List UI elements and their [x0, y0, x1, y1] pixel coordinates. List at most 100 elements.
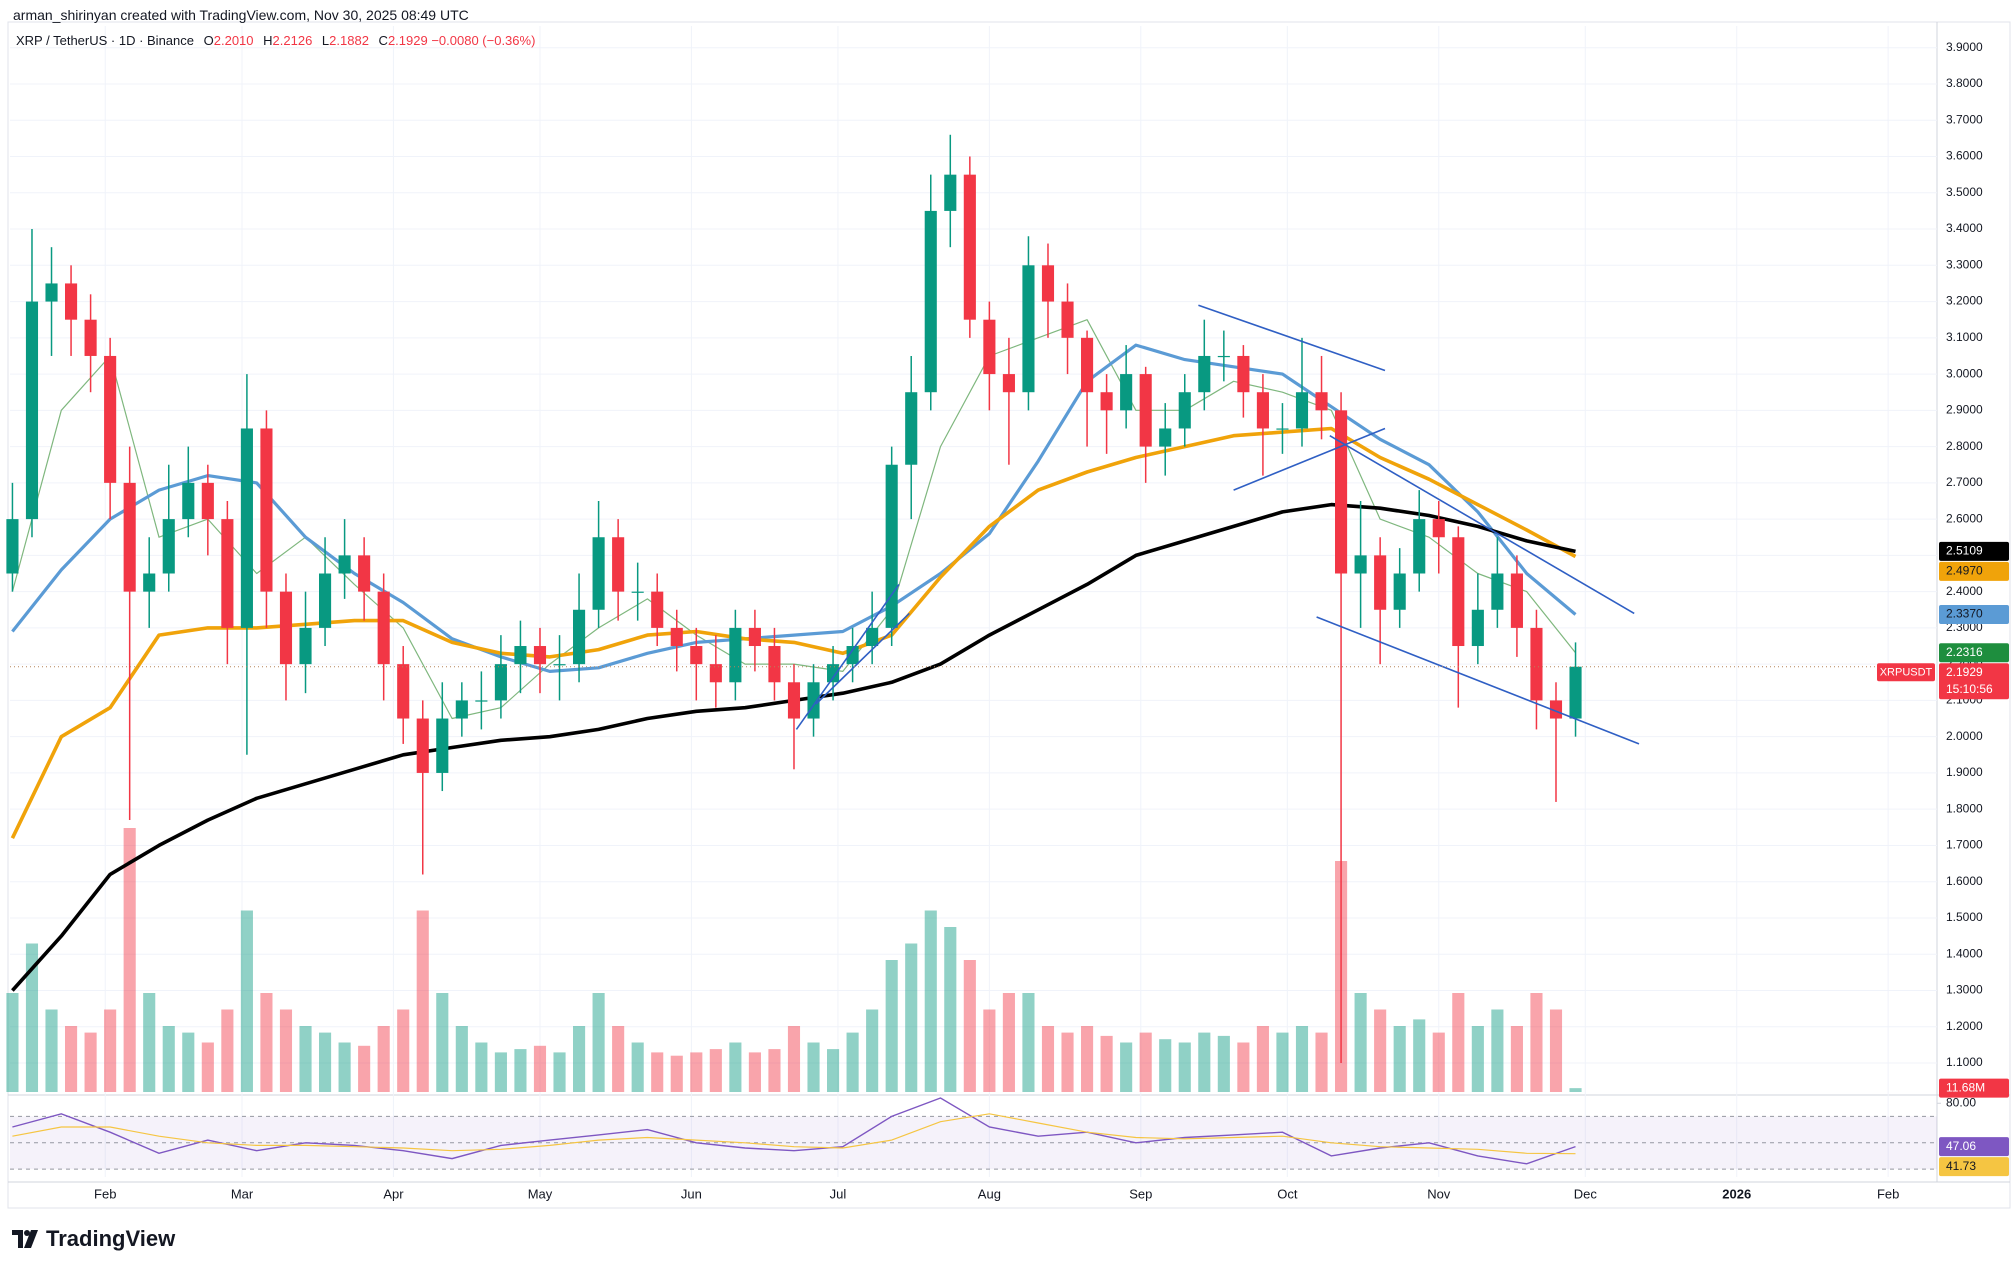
volume-bar	[1432, 1032, 1445, 1092]
volume-bar	[338, 1042, 351, 1092]
volume-bar	[1510, 1026, 1523, 1092]
chart-frame	[7, 21, 2011, 1209]
candle-body	[494, 664, 507, 701]
volume-bar	[84, 1032, 97, 1092]
volume-bar	[963, 960, 976, 1092]
candle-body	[1510, 573, 1523, 628]
volume-bar	[25, 943, 39, 1092]
y-tick-label: 3.3000	[1946, 257, 1983, 271]
volume-bar	[1354, 993, 1367, 1092]
volume-bar	[514, 1049, 527, 1092]
trend-line	[1329, 435, 1635, 615]
x-tick-label: Dec	[1574, 1186, 1598, 1201]
y-tick-label: 80.00	[1946, 1095, 1976, 1109]
volume-bar	[670, 1055, 683, 1092]
trend-line	[795, 583, 900, 730]
volume-bar	[1041, 1026, 1055, 1092]
volume-bar	[1315, 1032, 1328, 1092]
moving-average	[11, 319, 1576, 720]
volume-bar	[299, 1026, 312, 1092]
y-tick-label: 3.4000	[1946, 221, 1983, 235]
candle-body	[787, 682, 801, 719]
x-tick-label: 2026	[1722, 1186, 1751, 1201]
candle-body	[104, 355, 117, 483]
candle-body	[240, 428, 253, 628]
candle-body	[1295, 392, 1309, 429]
volume-tag-text: 11.68M	[1946, 1080, 1985, 1094]
ma-value-tag	[1939, 643, 2009, 663]
volume-bar	[1295, 1026, 1309, 1092]
volume-bar	[1198, 1032, 1211, 1092]
band-layer	[10, 1115, 1937, 1170]
volume-bar	[1393, 1026, 1406, 1092]
rsi-line	[12, 1113, 1576, 1155]
grid-layer	[10, 26, 1937, 1177]
candle-body	[1120, 374, 1133, 411]
price-tag	[1939, 663, 2009, 700]
volume-bar	[397, 1009, 410, 1092]
volume-bar	[690, 1052, 703, 1092]
volume-bar	[1452, 993, 1465, 1092]
volume-bar	[983, 1009, 996, 1092]
y-tick-label: 3.5000	[1946, 185, 1983, 199]
volume-layer	[6, 828, 1582, 1092]
ma-value-tag	[1939, 561, 2009, 581]
volume-bar	[319, 1032, 332, 1092]
x-tick-label: May	[528, 1186, 553, 1201]
volume-bar	[455, 1026, 468, 1092]
x-tick-label: Apr	[383, 1186, 404, 1201]
y-tick-label: 2.6000	[1946, 511, 1983, 525]
candle-body	[1335, 410, 1348, 574]
volume-bar	[6, 993, 19, 1092]
candle-body	[65, 283, 78, 320]
volume-bar	[260, 993, 273, 1092]
candle-body	[1393, 573, 1406, 610]
ma-value-tag	[1939, 604, 2009, 624]
ma-value-tag	[1939, 541, 2009, 561]
ohlc-key: C	[378, 33, 388, 48]
candle-body	[983, 319, 996, 375]
candle-body	[924, 210, 937, 393]
volume-bar	[866, 1009, 879, 1092]
candle-body	[84, 319, 97, 356]
volume-bar	[787, 1026, 801, 1092]
volume-bar	[729, 1042, 742, 1092]
volume-bar	[885, 960, 898, 1092]
moving-average	[11, 343, 1577, 673]
volume-bar	[573, 1026, 586, 1092]
x-tick-label: Jun	[681, 1186, 702, 1201]
volume-bar	[1569, 1088, 1582, 1092]
x-tick-label: Sep	[1129, 1186, 1152, 1201]
volume-bar	[1139, 1032, 1152, 1092]
candle-body	[279, 591, 293, 665]
candle-body	[1081, 337, 1094, 393]
volume-bar	[221, 1009, 234, 1092]
volume-bar	[1022, 993, 1035, 1092]
rsi-line	[12, 1097, 1576, 1165]
candle-body	[573, 609, 586, 665]
legend: XRP / TetherUS · 1D · Binance O2.2010 H2…	[16, 33, 535, 48]
logo	[12, 1230, 38, 1248]
candle-body	[1022, 265, 1035, 393]
candle-body	[1100, 392, 1113, 411]
candle-body	[338, 555, 351, 574]
footer: TradingView	[12, 1226, 175, 1252]
trend-line	[815, 612, 910, 705]
brand[interactable]: TradingView	[46, 1226, 176, 1251]
candle-body	[1432, 519, 1445, 538]
ohlc-value: 2.1882	[329, 33, 369, 48]
candle-body	[25, 301, 39, 520]
candle-body	[1002, 374, 1015, 393]
candle-body	[846, 646, 859, 665]
x-tick-label: Nov	[1427, 1186, 1451, 1201]
y-tick-label: 1.1000	[1946, 1055, 1983, 1069]
candle-layer	[6, 134, 1582, 1063]
volume-bar	[123, 828, 136, 1092]
x-tick-label: Oct	[1277, 1186, 1298, 1201]
x-tick-label: Feb	[94, 1186, 116, 1201]
y-tick-label: 3.6000	[1946, 149, 1983, 163]
y-tick-label: 3.1000	[1946, 330, 1983, 344]
ohlc-value: 2.2126	[272, 33, 313, 48]
candle-body	[944, 174, 957, 211]
candle-body	[260, 428, 273, 592]
